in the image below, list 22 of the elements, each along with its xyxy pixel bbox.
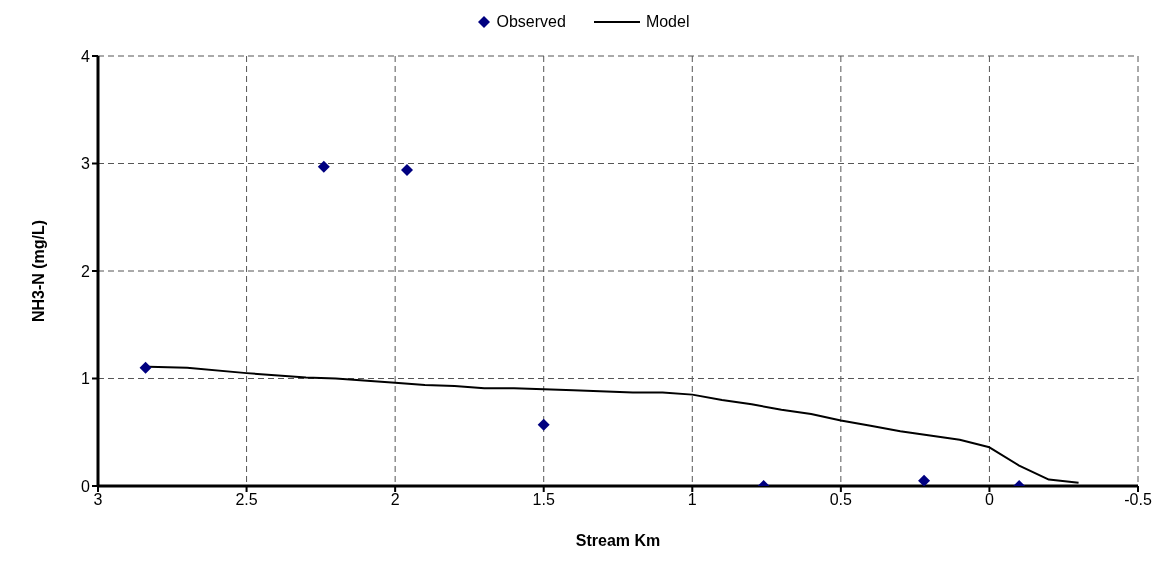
y-tick-label: 4 (81, 47, 91, 65)
legend-label: Model (645, 13, 690, 31)
point (139, 361, 152, 374)
legend-label: Observed (496, 13, 566, 31)
x-tick-label: 2 (390, 491, 400, 509)
x-tick-label: 1 (687, 491, 697, 509)
y-tick-label: 0 (81, 477, 91, 495)
point (918, 474, 931, 486)
y-tick-label: 3 (81, 155, 91, 173)
x-tick-label: 0.5 (829, 491, 853, 509)
point (317, 160, 330, 173)
point (537, 418, 550, 431)
x-tick-label: 0 (984, 491, 994, 509)
x-tick-label: 2.5 (235, 491, 258, 509)
point (401, 163, 414, 176)
y-axis-title: NH3-N (mg/L) (29, 219, 47, 323)
y-tick-label: 2 (81, 262, 91, 280)
y-tick-label: 1 (81, 370, 91, 388)
x-tick-label: -0.5 (1124, 491, 1152, 509)
x-axis-title: Stream Km (575, 532, 661, 549)
x-tick-label: 3 (93, 491, 103, 509)
x-tick-label: 1.5 (532, 491, 555, 509)
